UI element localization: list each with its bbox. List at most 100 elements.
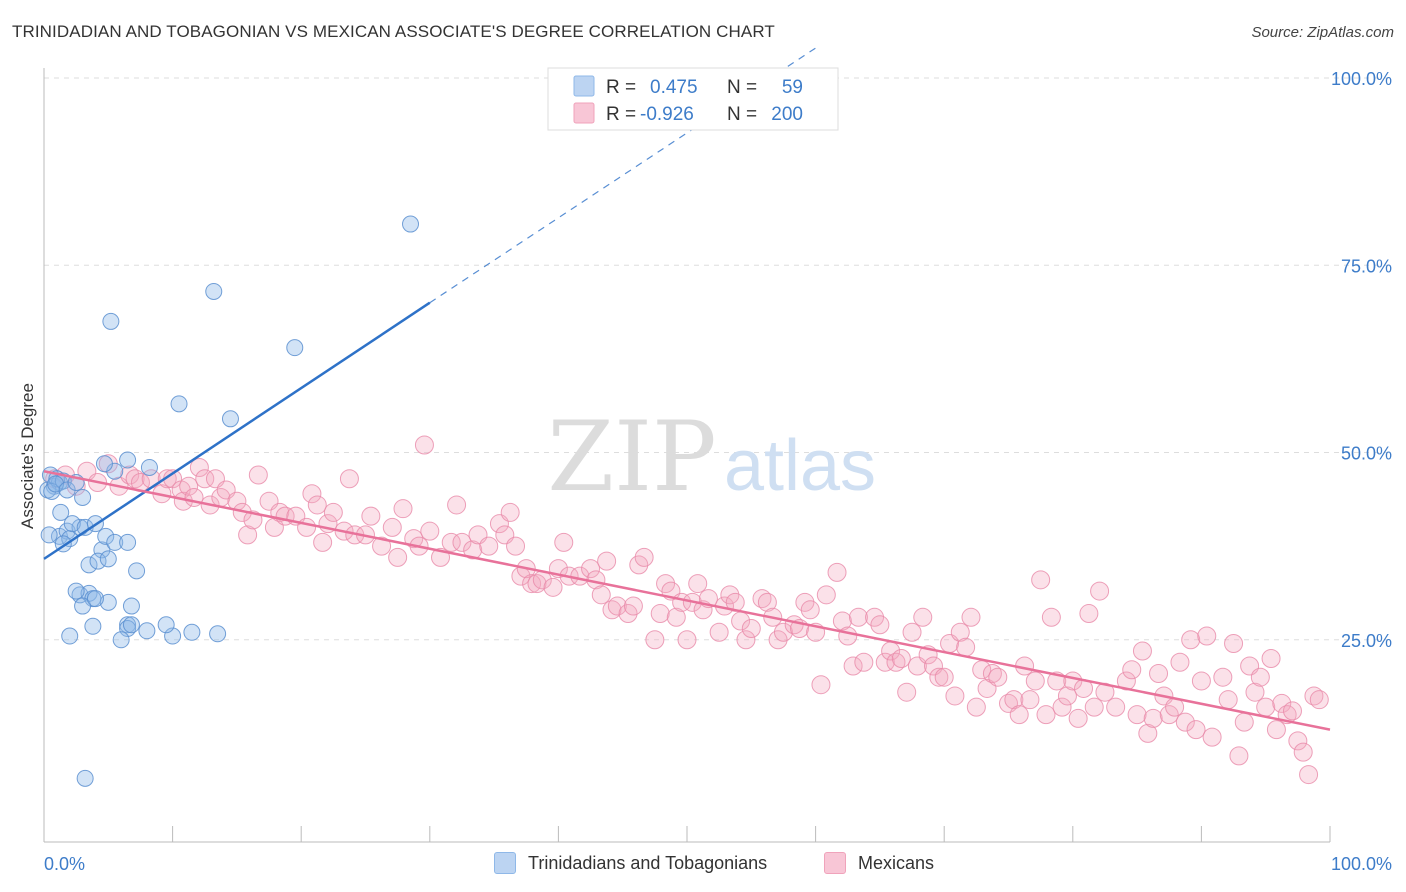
mexican-point — [1149, 663, 1169, 683]
mexican-point — [1057, 686, 1077, 706]
mexican-point — [988, 667, 1008, 687]
mexican-point — [1197, 626, 1217, 646]
trinidadian-point — [221, 410, 239, 428]
mexican-point — [372, 536, 392, 556]
mexican-point — [870, 615, 890, 635]
mexican-point — [843, 656, 863, 676]
y-tick-label-0: 25.0% — [1341, 631, 1392, 651]
mexican-point — [757, 592, 777, 612]
trinidadian-point — [402, 215, 420, 233]
mexican-point — [982, 663, 1002, 683]
mexican-point — [1186, 720, 1206, 740]
mexican-point — [1132, 641, 1152, 661]
mexican-point — [838, 626, 858, 646]
mexican-point — [1143, 708, 1163, 728]
mexican-point — [522, 574, 542, 594]
mexican-point — [1299, 765, 1319, 785]
mexican-point — [479, 536, 499, 556]
chart-title: TRINIDADIAN AND TOBAGONIAN VS MEXICAN AS… — [12, 22, 775, 41]
trinidadian-point — [119, 616, 137, 634]
mexican-point — [1041, 607, 1061, 627]
trend-lines — [43, 47, 1331, 731]
y-axis-label: Associate's Degree — [18, 383, 37, 529]
mexican-point — [634, 547, 654, 567]
mexican-point — [1025, 671, 1045, 691]
mexican-point — [1036, 705, 1056, 725]
mexican-point — [420, 521, 440, 541]
mexican-point — [1090, 581, 1110, 601]
x-tick-labels: 0.0% 100.0% — [44, 854, 1392, 874]
trinidadian-point — [138, 622, 156, 640]
mexican-point — [1052, 697, 1072, 717]
trinidadian-point — [52, 503, 70, 521]
trinidadian-point — [86, 590, 104, 608]
mexican-point — [848, 607, 868, 627]
mexican-point — [388, 547, 408, 567]
mexican-point — [929, 667, 949, 687]
mexican-trend-line — [43, 470, 1331, 731]
mexican-point — [1256, 697, 1276, 717]
stats-swatch-pink — [573, 102, 595, 124]
mexican-point — [452, 532, 472, 552]
mexican-point — [323, 502, 343, 522]
y-tick-label-1: 50.0% — [1341, 444, 1392, 464]
series-legend: Trinidadians and Tobagonians Mexicans — [0, 852, 1406, 878]
trinidadian-points — [39, 215, 420, 787]
mexican-point — [645, 630, 665, 650]
mexican-point — [602, 600, 622, 620]
mexican-point — [961, 607, 981, 627]
mexican-point — [1031, 570, 1051, 590]
stats-swatch-blue — [573, 75, 595, 97]
mexicans-points — [45, 435, 1329, 785]
mexican-point — [125, 469, 145, 489]
mexican-point — [950, 622, 970, 642]
trinidadian-point — [40, 526, 58, 544]
mexican-point — [179, 476, 199, 496]
mexican-point — [238, 525, 258, 545]
mexican-point — [816, 585, 836, 605]
mexican-point — [500, 502, 520, 522]
mexican-point — [1288, 731, 1308, 751]
legend-item-mexicans[interactable]: Mexicans — [824, 852, 934, 874]
mexican-point — [688, 574, 708, 594]
legend-swatch-pink — [824, 852, 846, 874]
trinidadian-point — [119, 451, 137, 469]
mexican-point — [307, 495, 327, 515]
mexican-point — [313, 532, 333, 552]
mexican-point — [1170, 652, 1190, 672]
x-tick-label-0: 0.0% — [44, 854, 85, 874]
watermark-atlas: atlas — [724, 426, 876, 506]
mexican-point — [752, 589, 772, 609]
mexican-point — [650, 604, 670, 624]
mexican-point — [297, 517, 317, 537]
mexican-point — [666, 607, 686, 627]
mexican-point — [623, 596, 643, 616]
mexican-point — [891, 648, 911, 668]
mexican-point — [1266, 720, 1286, 740]
trinidadian-point — [61, 627, 79, 645]
x-tick-label-1: 100.0% — [1331, 854, 1392, 874]
stats-r-label-2: R = — [606, 104, 636, 125]
trinidadian-point — [97, 527, 115, 545]
trinidadian-point — [74, 488, 92, 506]
mexican-point — [1181, 630, 1201, 650]
mexican-point — [248, 465, 268, 485]
mexican-point — [1213, 667, 1233, 687]
trinidadian-point — [140, 458, 158, 476]
mexican-point — [591, 585, 611, 605]
mexican-point — [506, 536, 526, 556]
mexican-point — [195, 469, 215, 489]
mexican-point — [1293, 742, 1313, 762]
mexican-point — [854, 652, 874, 672]
mexican-point — [527, 574, 547, 594]
mexican-point — [243, 510, 263, 530]
legend-item-trinidadians[interactable]: Trinidadians and Tobagonians — [494, 852, 767, 874]
trinidadian-trend-line — [43, 301, 431, 560]
gridlines — [44, 77, 1392, 641]
mexican-point — [934, 667, 954, 687]
stats-r-value-2: -0.926 — [640, 104, 694, 125]
stats-r-label-1: R = — [606, 77, 636, 98]
mexican-point — [832, 611, 852, 631]
legend-label-mexicans: Mexicans — [858, 852, 935, 873]
